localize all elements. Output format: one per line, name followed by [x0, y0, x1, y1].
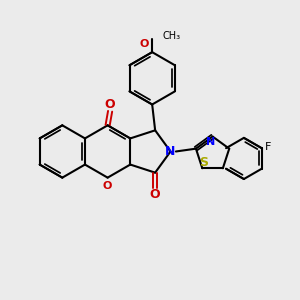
Text: F: F — [265, 142, 272, 152]
Text: N: N — [165, 145, 176, 158]
Text: O: O — [105, 98, 116, 111]
Text: O: O — [150, 188, 160, 200]
Text: O: O — [140, 39, 149, 49]
Text: CH₃: CH₃ — [163, 32, 181, 41]
Text: N: N — [206, 137, 216, 147]
Text: O: O — [103, 181, 112, 191]
Text: S: S — [199, 156, 208, 170]
